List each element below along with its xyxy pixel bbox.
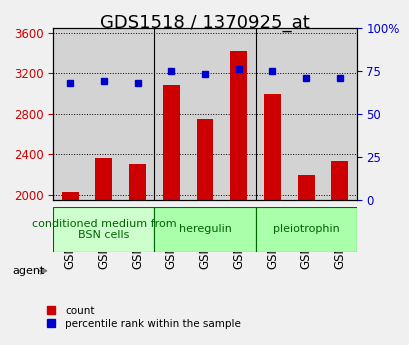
Bar [162,86,179,345]
Bar [297,175,314,345]
Bar [95,158,112,345]
Bar [263,93,280,345]
Bar [330,160,347,345]
Text: agent: agent [12,266,45,276]
Text: conditioned medium from
BSN cells: conditioned medium from BSN cells [31,219,176,240]
Bar [230,51,247,345]
Text: GDS1518 / 1370925_at: GDS1518 / 1370925_at [100,14,309,32]
Text: pleiotrophin: pleiotrophin [272,225,339,234]
FancyBboxPatch shape [53,207,154,252]
FancyBboxPatch shape [255,207,356,252]
Bar [62,192,79,345]
Text: heregulin: heregulin [178,225,231,234]
Legend: count, percentile rank within the sample: count, percentile rank within the sample [46,306,240,329]
Bar [196,119,213,345]
Bar [129,164,146,345]
FancyBboxPatch shape [154,207,255,252]
